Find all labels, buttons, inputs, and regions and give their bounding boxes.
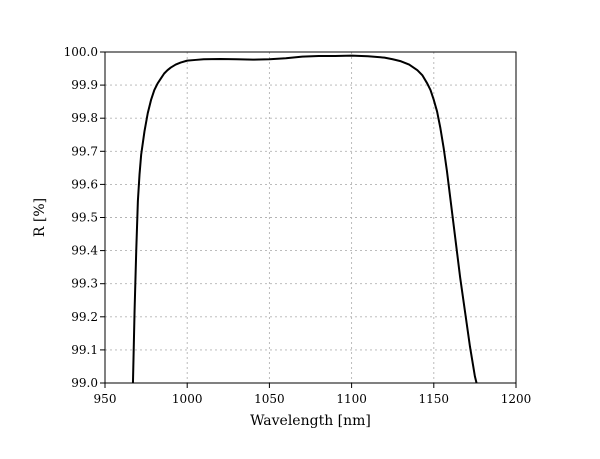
data-layer [131, 54, 478, 383]
y-tick-label: 99.3 [71, 277, 98, 291]
grid-layer [105, 52, 516, 383]
y-tick-label: 99.2 [71, 310, 98, 324]
y-tick-label: 99.0 [71, 376, 98, 390]
tick-layer [100, 51, 517, 388]
y-tick-label: 99.4 [71, 244, 98, 258]
x-tick-label: 1200 [501, 392, 532, 406]
y-tick-label: 99.1 [71, 343, 98, 357]
reflectance-curve [131, 54, 478, 383]
y-tick-label: 99.6 [71, 177, 98, 191]
x-tick-label: 1100 [336, 392, 367, 406]
tick-label-layer: 950 1000 1050 1100 1150 1200 99.0 99.1 99.2 99.3 9… [64, 45, 532, 406]
y-tick-label: 99.9 [71, 78, 98, 92]
y-tick-label: 99.7 [71, 144, 98, 158]
x-tick-label: 1050 [254, 392, 285, 406]
x-tick-label: 1150 [419, 392, 450, 406]
y-axis-title: R [%] [32, 198, 48, 237]
y-tick-label: 100.0 [64, 45, 98, 59]
y-tick-label: 99.8 [71, 111, 98, 125]
x-axis-title: Wavelength [nm] [250, 413, 371, 429]
x-tick-label: 1000 [172, 392, 203, 406]
x-tick-label: 950 [94, 392, 117, 406]
y-tick-label: 99.5 [71, 211, 98, 225]
